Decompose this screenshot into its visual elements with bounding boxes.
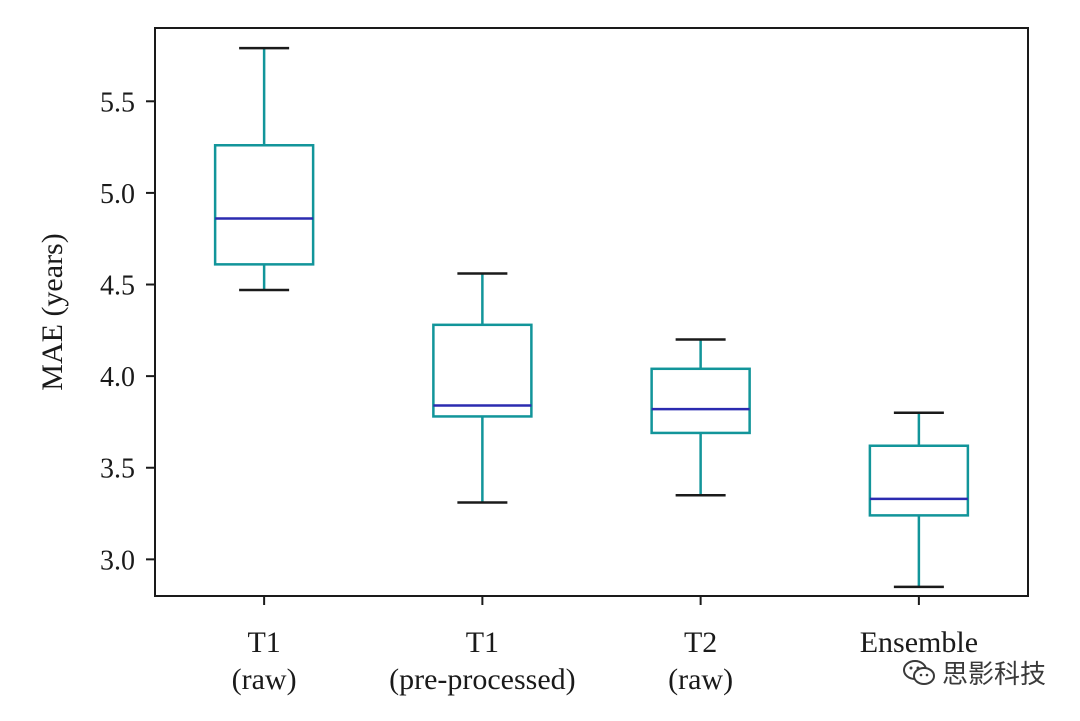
watermark: 思影科技 (902, 654, 1046, 691)
category-label-line2: (pre-processed) (389, 663, 576, 696)
box-iqr (432, 323, 533, 418)
y-axis-title: MAE (years) (36, 233, 69, 390)
y-tick-label: 4.5 (100, 271, 135, 302)
category-label-line2: (raw) (232, 663, 297, 696)
category-label-line1: Ensemble (860, 626, 978, 659)
watermark-text: 思影科技 (941, 660, 1046, 690)
category-label-line1: T2 (684, 626, 717, 659)
category-label-line1: T1 (466, 626, 499, 659)
category-label-line2: (raw) (668, 663, 733, 696)
y-tick-label: 4.0 (100, 362, 135, 393)
y-tick-label: 5.5 (100, 87, 135, 118)
wechat-icon (902, 659, 935, 685)
y-tick-label: 5.0 (100, 179, 135, 210)
box-iqr (868, 444, 970, 517)
box-iqr (650, 367, 751, 435)
plot-frame (154, 27, 1029, 597)
y-tick-label: 3.0 (100, 545, 135, 576)
box-iqr (213, 144, 315, 266)
y-tick-label: 3.5 (100, 454, 135, 485)
category-label-line1: T1 (247, 626, 280, 659)
